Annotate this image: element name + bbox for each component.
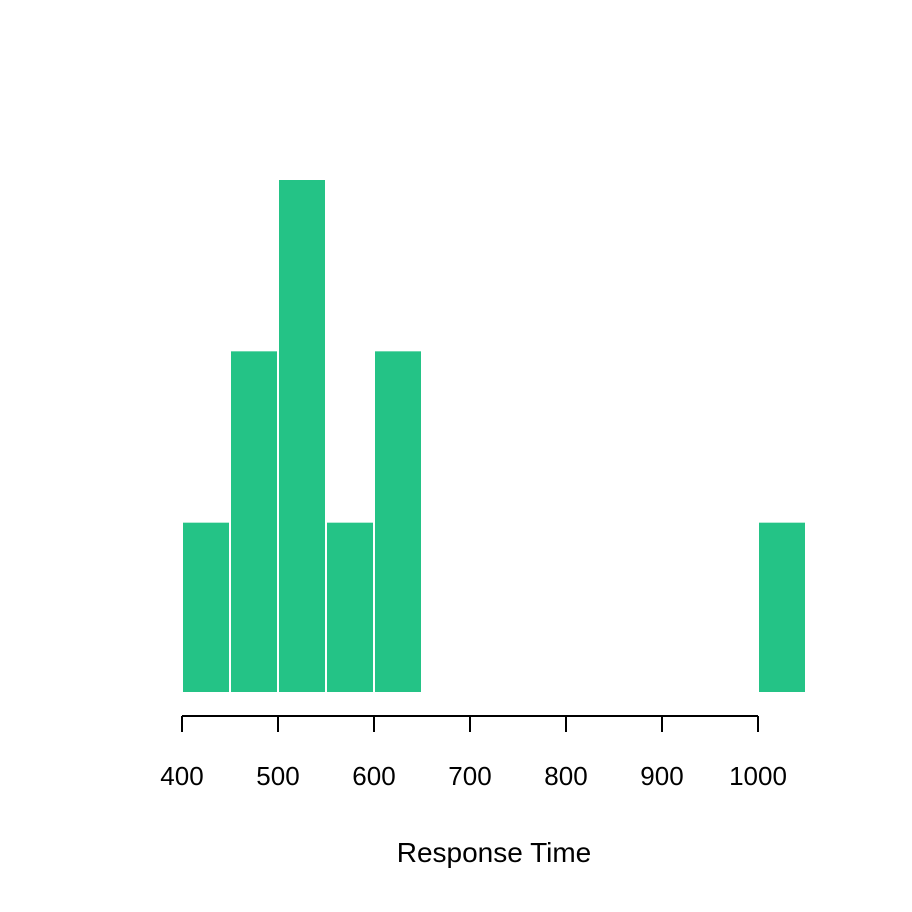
x-tick-label-1000: 1000 — [729, 761, 787, 791]
x-tick-label-600: 600 — [352, 761, 395, 791]
histogram-bar-1000-1050 — [757, 520, 807, 695]
x-axis-ticks: 400 500 600 700 800 900 1000 — [160, 716, 787, 791]
x-tick-label-700: 700 — [448, 761, 491, 791]
histogram-bars — [181, 178, 807, 695]
histogram-bar-450-500 — [229, 349, 279, 694]
x-axis: 400 500 600 700 800 900 1000 — [160, 715, 787, 791]
x-tick-label-500: 500 — [256, 761, 299, 791]
x-tick-label-800: 800 — [544, 761, 587, 791]
x-tick-label-900: 900 — [640, 761, 683, 791]
histogram-bar-550-600 — [325, 520, 375, 695]
x-tick-label-400: 400 — [160, 761, 203, 791]
histogram-bar-600-650 — [373, 349, 423, 694]
histogram-bar-500-550 — [277, 178, 327, 694]
histogram-bar-400-450 — [181, 520, 231, 695]
x-axis-title: Response Time — [397, 837, 592, 868]
